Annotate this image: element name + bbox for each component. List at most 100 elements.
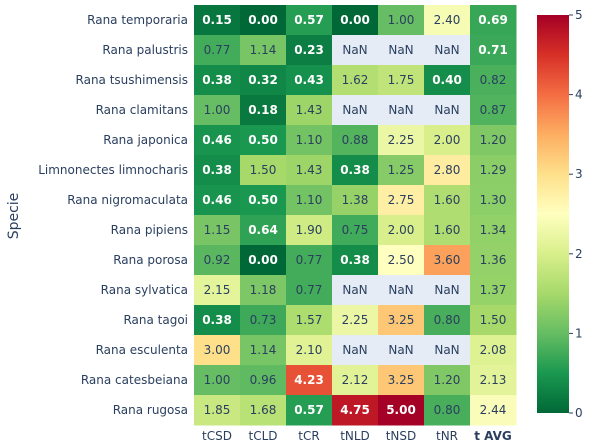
heatmap-cell-label: 1.68: [250, 403, 277, 417]
y-tick-label: Rana esculenta: [96, 343, 188, 357]
heatmap-cell-label: 0.00: [340, 13, 370, 27]
heatmap-cell: [424, 185, 471, 216]
heatmap-cell: [424, 275, 471, 306]
heatmap-cell-label: 5.00: [386, 403, 416, 417]
heatmap-cell: [470, 365, 517, 396]
heatmap-cell-label: 1.37: [480, 283, 507, 297]
heatmap-cell: [240, 365, 287, 396]
heatmap-cell-label: 0.32: [248, 73, 278, 87]
x-tick-label: tNLD: [340, 429, 370, 443]
y-tick-label: Rana palustris: [102, 43, 188, 57]
heatmap-cell: [286, 245, 333, 276]
heatmap-cell: [470, 305, 517, 336]
heatmap-cell-label: 2.50: [388, 253, 415, 267]
y-tick-label: Rana japonica: [103, 133, 188, 147]
heatmap-cell: [470, 215, 517, 246]
heatmap-cell: [194, 125, 241, 156]
y-tick-label: Limnonectes limnocharis: [38, 163, 188, 177]
heatmap-cell-label: 3.25: [388, 313, 415, 327]
heatmap-cell: [470, 275, 517, 306]
heatmap-cell-label: 0.38: [340, 163, 370, 177]
heatmap-cell: [332, 275, 379, 306]
heatmap-cell-label: 0.64: [248, 223, 278, 237]
heatmap-cell-label: 0.77: [296, 253, 323, 267]
heatmap-cell-label: 0.46: [202, 193, 232, 207]
heatmap-cell-label: 2.10: [296, 343, 323, 357]
heatmap-cell-label: 0.73: [250, 313, 277, 327]
heatmap-cell-label: 0.23: [294, 43, 324, 57]
heatmap-cell: [286, 95, 333, 126]
heatmap-cell-label: 1.43: [296, 103, 323, 117]
heatmap-cell: [424, 35, 471, 66]
heatmap-cell: [378, 365, 425, 396]
heatmap-cell-label: 0.18: [248, 103, 278, 117]
heatmap-cell: [470, 245, 517, 276]
heatmap-cell-label: 3.60: [434, 253, 461, 267]
heatmap-cell: [378, 215, 425, 246]
heatmap-cell-label: 0.87: [480, 103, 507, 117]
heatmap-cell-label: 0.82: [480, 73, 507, 87]
heatmap-cell: [378, 155, 425, 186]
colorbar-tick-label: 2: [575, 247, 583, 261]
x-tick-label: tCLD: [248, 429, 277, 443]
heatmap-cell-label: 2.13: [480, 373, 507, 387]
heatmap-cell: [332, 185, 379, 216]
heatmap-cell: [424, 365, 471, 396]
heatmap-cell-label: 0.40: [432, 73, 462, 87]
heatmap-cell-label: NaN: [434, 103, 459, 117]
heatmap-cell: [332, 5, 379, 36]
heatmap-cell: [286, 275, 333, 306]
heatmap-cell: [378, 5, 425, 36]
heatmap-cell-label: NaN: [342, 343, 367, 357]
heatmap-cell-label: 2.40: [434, 13, 461, 27]
heatmap-cell: [332, 35, 379, 66]
heatmap-cell-label: 2.80: [434, 163, 461, 177]
heatmap-cell: [194, 395, 241, 426]
heatmap-cell: [378, 65, 425, 96]
heatmap-cell-label: 2.75: [388, 193, 415, 207]
heatmap-cell-label: 3.00: [204, 343, 231, 357]
heatmap-cell: [424, 245, 471, 276]
heatmap-cell: [424, 95, 471, 126]
heatmap-cell: [332, 245, 379, 276]
heatmap-cell: [240, 125, 287, 156]
x-tick-label: tNSD: [386, 429, 417, 443]
heatmap-cell: [240, 305, 287, 336]
heatmap-cell-label: 0.71: [478, 43, 508, 57]
heatmap-cell-label: 1.20: [480, 133, 507, 147]
heatmap-cell-label: 0.46: [202, 133, 232, 147]
heatmap-cell: [240, 155, 287, 186]
y-axis-title: Specie: [6, 193, 22, 240]
heatmap-cell-label: 1.85: [204, 403, 231, 417]
heatmap-cell: [240, 5, 287, 36]
heatmap-cell: [424, 305, 471, 336]
heatmap-cell-label: 0.57: [294, 403, 324, 417]
heatmap-cell: [194, 215, 241, 246]
heatmap-cell-label: 1.15: [204, 223, 231, 237]
heatmap-cell: [240, 35, 287, 66]
heatmap-cell-label: 4.23: [294, 373, 324, 387]
heatmap-cell-label: 1.00: [204, 373, 231, 387]
heatmap-cell: [470, 395, 517, 426]
heatmap-cell: [470, 35, 517, 66]
heatmap-cell-label: 1.50: [480, 313, 507, 327]
heatmap-cell: [332, 155, 379, 186]
heatmap-cell-label: 0.38: [202, 163, 232, 177]
heatmap-cell-label: 2.08: [480, 343, 507, 357]
heatmap-cell: [194, 65, 241, 96]
x-tick-label: tNR: [436, 429, 458, 443]
y-tick-label: Rana nigromaculata: [67, 193, 188, 207]
heatmap-cell: [194, 305, 241, 336]
heatmap-cell: [332, 335, 379, 366]
heatmap-cell: [194, 5, 241, 36]
heatmap-cell: [286, 305, 333, 336]
heatmap-cell: [378, 185, 425, 216]
heatmap-cell: [332, 95, 379, 126]
heatmap-cell-label: NaN: [342, 43, 367, 57]
y-axis-tick-labels: Rana temporaria Rana palustris Rana tsushi…: [38, 13, 188, 417]
heatmap-cell: [332, 65, 379, 96]
colorbar-tick-label: 5: [575, 8, 583, 22]
colorbar-tick-labels: 0 1 2 3 4 5: [569, 8, 583, 420]
heatmap-cell: [194, 155, 241, 186]
y-tick-label: Rana rugosa: [113, 403, 188, 417]
